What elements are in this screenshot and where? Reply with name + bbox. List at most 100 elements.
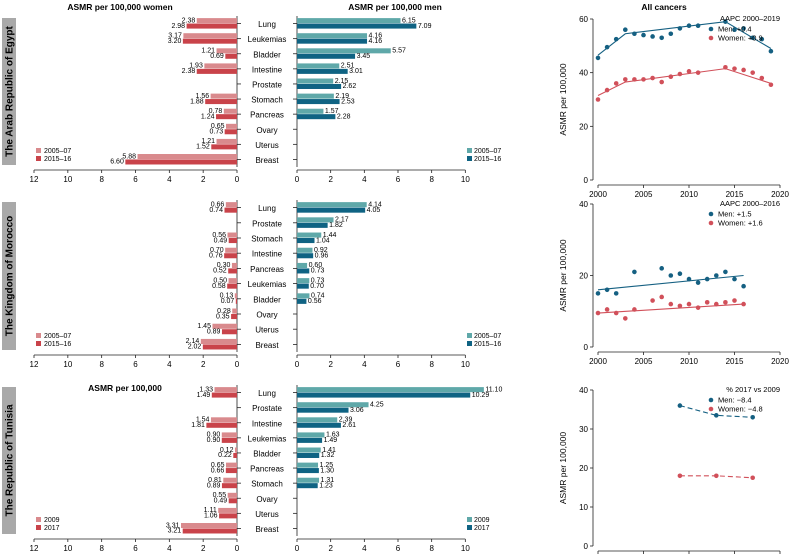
category-label: Lung: [258, 204, 276, 213]
men-bar-label: 0.73: [311, 268, 325, 275]
trend-line-women: [597, 68, 772, 96]
trend-point-women: [750, 70, 755, 75]
women-bar: [225, 202, 237, 208]
men-bar-label: 2.51: [341, 63, 355, 70]
women-x-tick-label: 4: [167, 360, 172, 369]
header-women-secondary: ASMR per 100,000: [88, 383, 162, 393]
men-bar-label: 5.57: [392, 48, 406, 55]
men-bar-label: 1.30: [320, 467, 334, 474]
women-bar: [227, 492, 237, 498]
country-band: [2, 387, 16, 534]
legend-swatch-women: [36, 517, 41, 522]
women-bar-label: 1.56: [195, 93, 209, 100]
trend-point-women: [741, 67, 746, 73]
category-label: Leukemias: [248, 434, 287, 443]
legend-swatch-women: [36, 341, 41, 346]
women-bar-label: 1.88: [190, 98, 204, 105]
trend-point-women: [613, 81, 619, 86]
men-bar-label: 0.56: [308, 298, 322, 305]
women-bar: [233, 452, 237, 458]
women-bar: [182, 38, 237, 44]
men-bar-label: 2.19: [335, 93, 349, 100]
women-bar: [181, 523, 237, 529]
men-x-tick-label: 8: [429, 544, 434, 553]
category-label: Ovary: [256, 311, 277, 320]
legend-swatch-women: [36, 525, 41, 530]
men-bar: [297, 452, 320, 458]
men-x-tick-label: 6: [396, 544, 401, 553]
trend-x-tick-label: 2020: [771, 190, 789, 199]
women-bar: [200, 338, 237, 344]
men-bar: [297, 468, 319, 474]
trend-legend-marker-men: [708, 397, 714, 403]
women-bar-label: 6.60: [110, 159, 124, 166]
men-bar-label: 1.25: [320, 462, 334, 469]
men-bar: [297, 422, 341, 428]
women-x-tick-label: 6: [133, 360, 138, 369]
women-bar-label: 0.07: [221, 298, 235, 305]
trend-legend-women: Women: +0.9: [718, 34, 763, 43]
trend-point-women: [641, 77, 646, 82]
men-bar-label: 1.82: [329, 222, 343, 229]
category-label: Prostate: [252, 219, 282, 228]
trend-y-tick-label: 0: [584, 542, 589, 551]
women-bar: [219, 513, 237, 519]
category-label: Prostate: [252, 80, 282, 89]
women-bar: [204, 63, 237, 69]
women-bar-label: 0.89: [207, 482, 221, 489]
trend-legend-women: Women: −4.8: [718, 405, 763, 414]
legend-label-women: 2005–07: [44, 333, 71, 340]
men-bar: [297, 462, 319, 468]
trend-point-men: [641, 32, 646, 38]
trend-point-men: [741, 283, 746, 289]
women-bar-label: 0.49: [214, 237, 228, 244]
trend-legend-marker-men: [708, 211, 714, 217]
men-bar: [297, 407, 349, 413]
legend-swatch-men: [467, 525, 472, 530]
women-bar-label: 0.22: [218, 452, 232, 459]
women-x-tick-label: 2: [201, 175, 206, 184]
women-bar-label: 0.76: [209, 252, 223, 259]
men-bar: [297, 99, 340, 105]
trend-point-men: [623, 27, 628, 33]
legend-swatch-women: [36, 156, 41, 161]
category-label: Lung: [258, 20, 276, 29]
men-bar: [297, 48, 391, 54]
country-name: The Arab Republic of Egypt: [5, 25, 16, 156]
men-bar: [297, 293, 310, 299]
men-bar: [297, 247, 313, 253]
trend-point-men: [632, 31, 637, 37]
women-bar-label: 0.65: [211, 123, 225, 130]
trend-point-women: [714, 473, 719, 479]
trend-x-tick-label: 2020: [771, 357, 789, 366]
category-label: Stomach: [251, 480, 283, 489]
trend-point-women: [659, 294, 664, 300]
men-bar: [297, 432, 325, 438]
women-bar: [186, 23, 237, 29]
trend-point-men: [723, 269, 728, 275]
trend-point-women: [686, 69, 692, 74]
women-bar: [228, 498, 237, 504]
country-panel: The Kingdom of MoroccoLung0.660.744.144.…: [2, 199, 789, 369]
trend-point-men: [677, 271, 683, 277]
women-bar-label: 0.12: [220, 447, 234, 454]
legend-label-men: 2015–16: [474, 341, 501, 348]
women-x-tick-label: 4: [167, 544, 172, 553]
men-bar: [297, 18, 401, 24]
women-bar-label: 0.55: [213, 492, 227, 499]
men-bar: [297, 38, 368, 44]
trend-point-women: [668, 301, 674, 307]
trend-point-women: [723, 65, 728, 70]
trend-y-tick-label: 0: [584, 176, 589, 185]
trend-y-tick-label: 20: [579, 122, 588, 131]
women-bar: [227, 232, 237, 238]
trend-point-men: [750, 35, 755, 41]
women-x-tick-label: 8: [99, 175, 104, 184]
trend-x-tick-label: 2010: [680, 357, 698, 366]
men-bar: [297, 68, 348, 74]
women-x-tick-label: 12: [30, 360, 39, 369]
category-label: Leukemias: [248, 280, 287, 289]
men-x-tick-label: 2: [328, 544, 333, 553]
men-x-tick-label: 4: [362, 175, 367, 184]
men-bar: [297, 63, 340, 69]
